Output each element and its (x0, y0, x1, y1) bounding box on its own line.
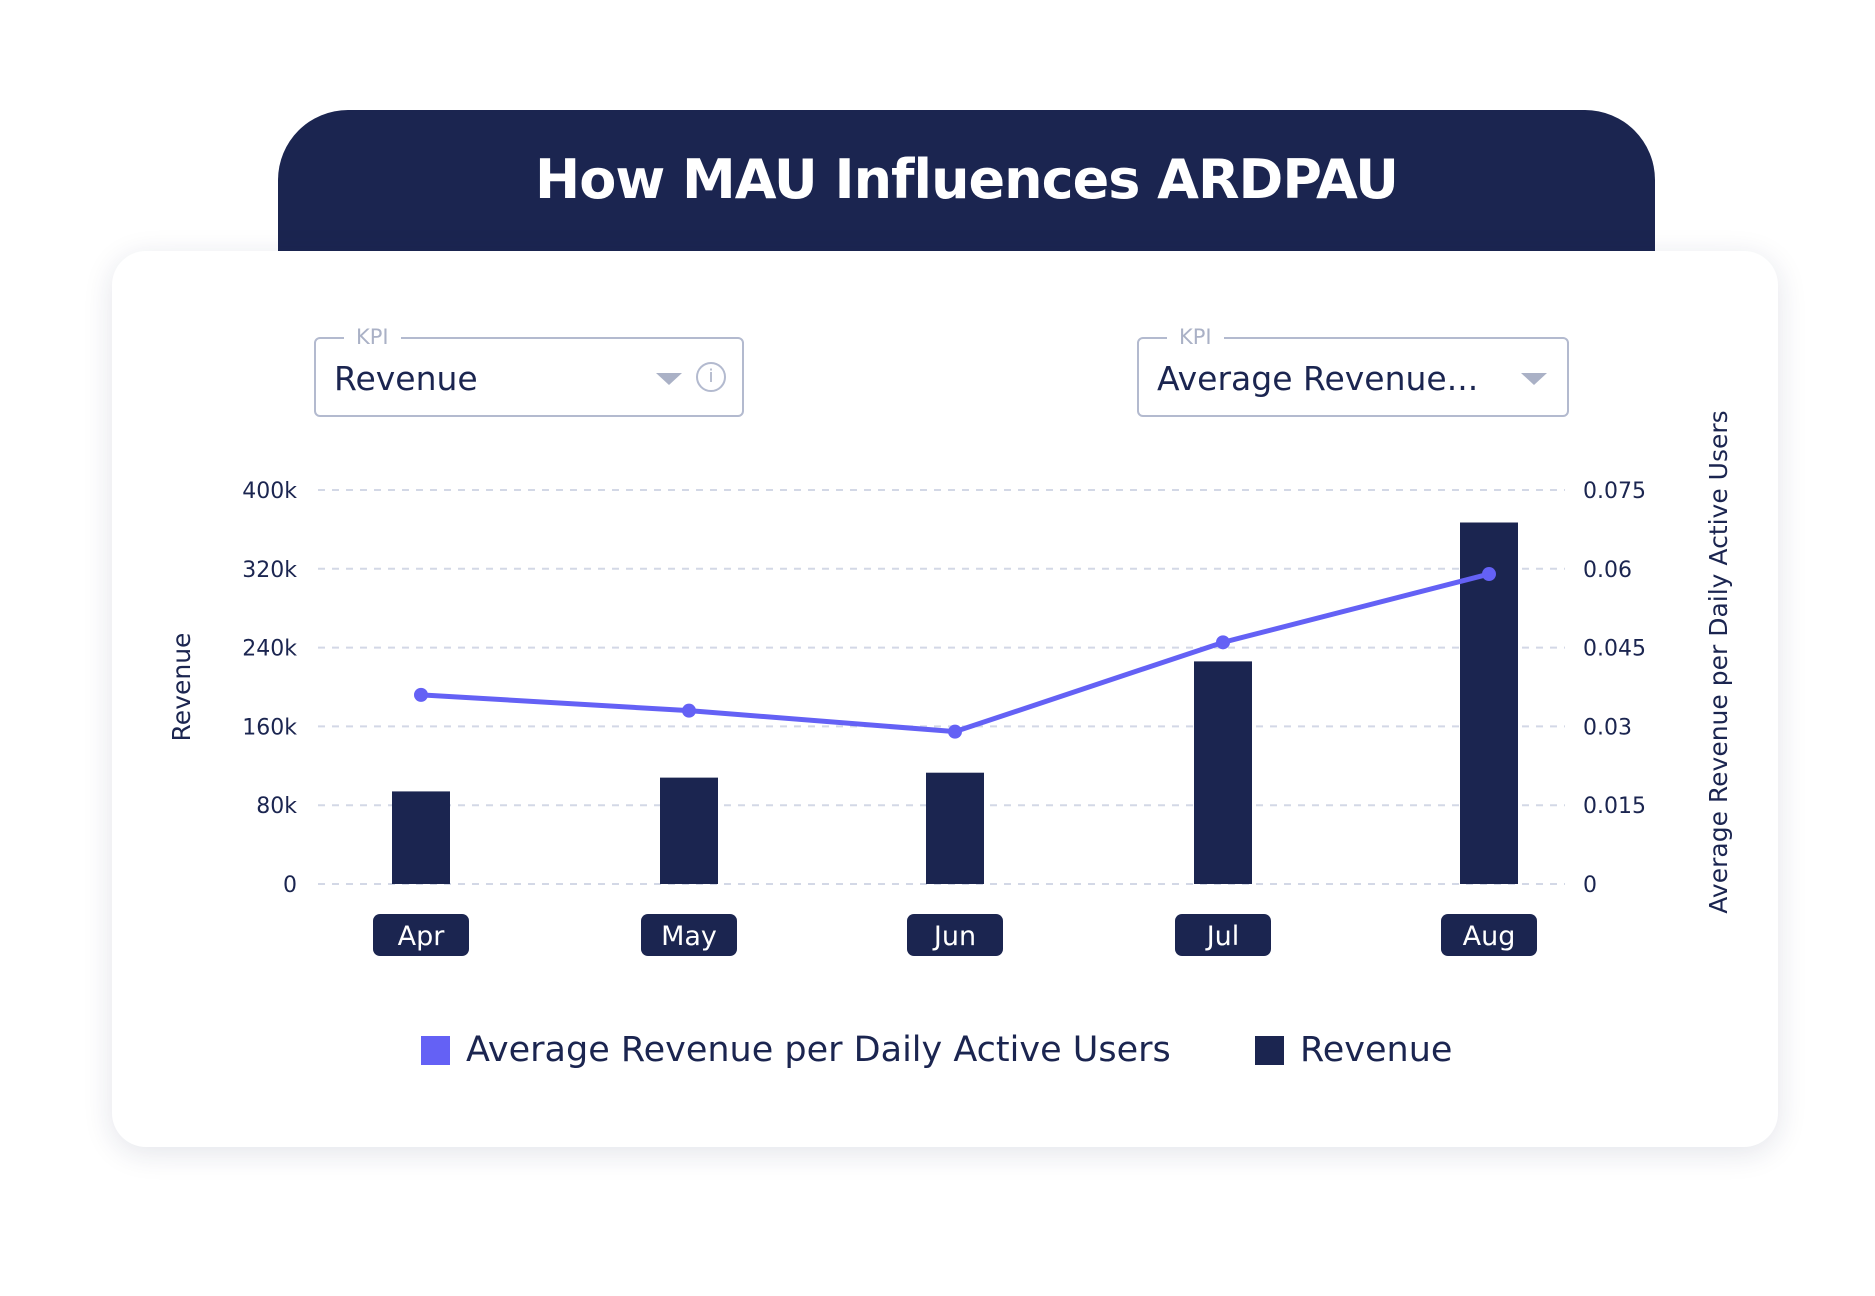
x-tick-label: Aug (1463, 921, 1516, 952)
line-point (948, 724, 962, 739)
kpi-left-label: KPI (344, 325, 401, 349)
title-band (278, 110, 1655, 270)
caret-down-icon[interactable] (656, 373, 682, 385)
x-tick-pill (1441, 914, 1537, 956)
kpi-left-select[interactable]: KPI Revenue i (314, 325, 744, 417)
x-tick-pill (907, 914, 1003, 956)
kpi-left-value: Revenue (334, 359, 478, 398)
kpi-right-select[interactable]: KPI Average Revenue... (1137, 325, 1569, 417)
y2-tick-label: 0 (1583, 873, 1597, 898)
x-tick-label: Jul (1205, 921, 1240, 952)
y-tick-label: 0 (283, 873, 297, 898)
y2-axis-label: Average Revenue per Daily Active Users (1704, 410, 1733, 913)
x-tick-label: Apr (398, 921, 446, 952)
line-point (1216, 635, 1230, 650)
x-tick-pill (373, 914, 469, 956)
bar (1194, 661, 1252, 884)
y2-tick-label: 0.06 (1583, 558, 1632, 583)
kpi-right-value: Average Revenue... (1157, 359, 1479, 398)
y-tick-label: 400k (242, 479, 297, 504)
legend-swatch-bar (1255, 1035, 1284, 1065)
line-point (682, 703, 696, 718)
y-tick-label: 160k (242, 715, 297, 740)
legend-item-bar: Revenue (1255, 1030, 1452, 1070)
y-tick-label: 240k (242, 637, 297, 662)
legend-item-line: Average Revenue per Daily Active Users (421, 1030, 1171, 1070)
y-axis-label: Revenue (167, 633, 196, 742)
bar (660, 777, 718, 884)
bar (392, 791, 450, 884)
chart-title: How MAU Influences ARDPAU (535, 148, 1399, 211)
y2-tick-label: 0.075 (1583, 479, 1646, 504)
y2-tick-label: 0.03 (1583, 715, 1632, 740)
x-tick-label: Jun (932, 921, 976, 952)
line-series (420, 571, 1490, 735)
y2-tick-label: 0.045 (1583, 637, 1646, 662)
legend-label-line: Average Revenue per Daily Active Users (466, 1030, 1171, 1070)
x-tick-pill (1175, 914, 1271, 956)
y-tick-label: 320k (242, 558, 297, 583)
line-point (414, 687, 428, 702)
bar (1460, 522, 1518, 884)
x-tick-pill (641, 914, 737, 956)
bar (926, 772, 984, 884)
info-icon[interactable]: i (696, 362, 726, 392)
legend-swatch-line (421, 1035, 450, 1065)
y2-tick-label: 0.015 (1583, 794, 1646, 819)
kpi-right-label: KPI (1167, 325, 1224, 349)
legend-label-bar: Revenue (1300, 1030, 1453, 1070)
x-tick-label: May (661, 921, 717, 952)
caret-down-icon[interactable] (1521, 373, 1547, 385)
y-tick-label: 80k (256, 794, 297, 819)
line-point (1482, 567, 1496, 582)
